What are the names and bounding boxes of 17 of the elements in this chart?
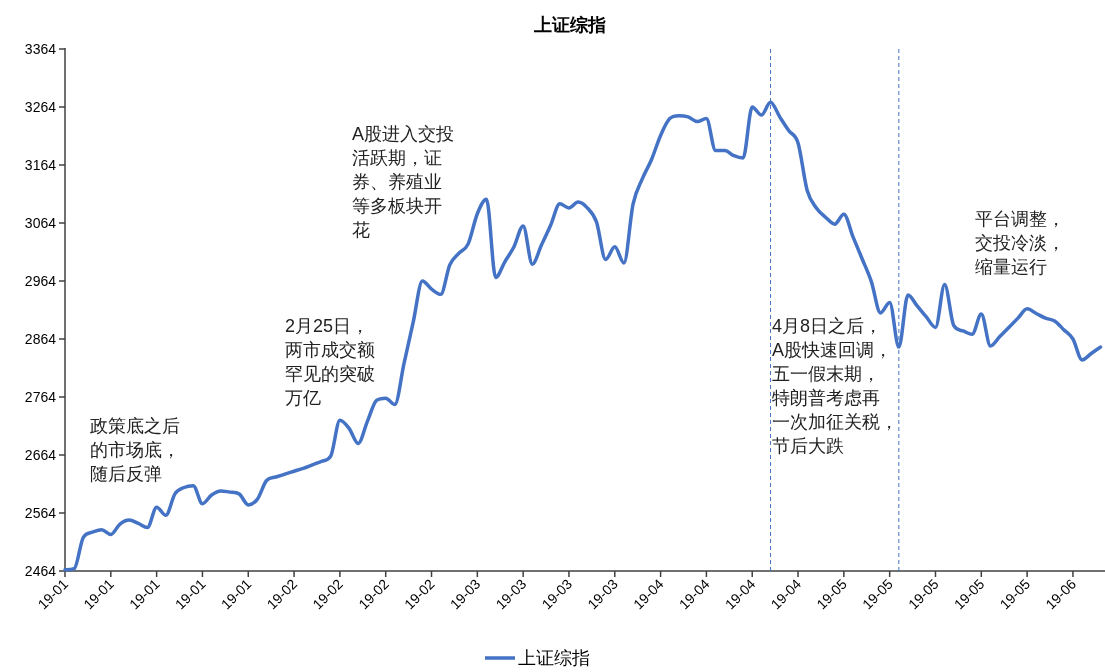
annotation: A股进入交投活跃期，证券、养殖业等多板块开花 bbox=[352, 124, 455, 240]
y-tick-label: 2964 bbox=[24, 273, 57, 289]
y-tick-label: 3064 bbox=[24, 215, 57, 231]
chart-title: 上证综指 bbox=[533, 15, 606, 35]
annotation: 2月25日，两市成交额罕见的突破万亿 bbox=[285, 316, 375, 408]
y-tick-label: 2664 bbox=[24, 447, 57, 463]
y-tick-label: 3164 bbox=[24, 157, 57, 173]
y-tick-label: 2864 bbox=[24, 331, 57, 347]
annotation: 政策底之后的市场底，随后反弹 bbox=[90, 416, 180, 484]
y-tick-label: 2764 bbox=[24, 389, 57, 405]
annotation: 平台调整，交投冷淡，缩量运行 bbox=[975, 209, 1065, 277]
legend-label: 上证综指 bbox=[518, 648, 590, 668]
y-tick-label: 2564 bbox=[24, 505, 57, 521]
y-tick-label: 2464 bbox=[24, 563, 57, 579]
annotation: 4月8日之后，A股快速回调，五一假末期，特朗普考虑再一次加征关税，节后大跌 bbox=[772, 316, 898, 456]
y-tick-label: 3264 bbox=[24, 99, 57, 115]
y-tick-label: 3364 bbox=[24, 41, 57, 57]
